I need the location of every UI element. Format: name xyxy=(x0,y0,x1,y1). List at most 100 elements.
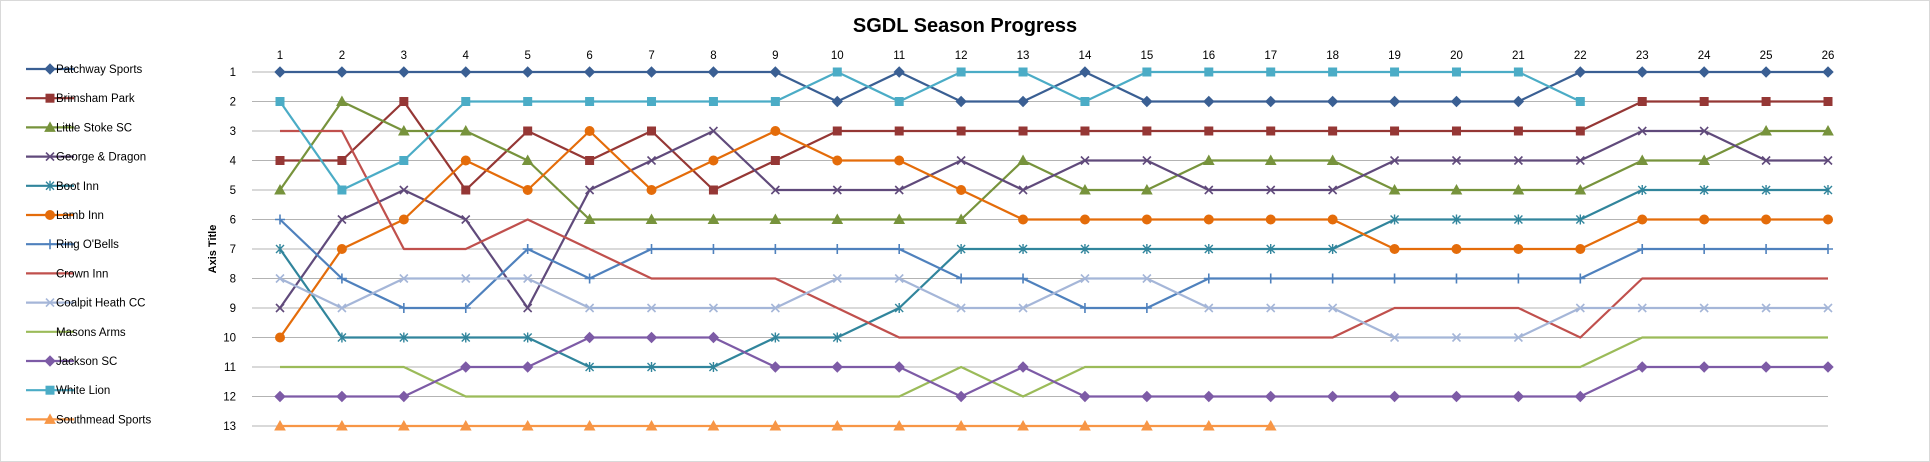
point-southmead-sports xyxy=(1017,419,1029,431)
point-coalpit-heath-cc xyxy=(1018,303,1028,313)
legend-marker xyxy=(45,298,55,308)
point-lamb-inn xyxy=(1823,214,1833,225)
point-boot-inn xyxy=(1513,214,1523,225)
y-axis-title: Axis Title xyxy=(207,225,219,274)
point-coalpit-heath-cc xyxy=(646,303,657,313)
point-boot-inn xyxy=(832,332,842,343)
series-line-white-lion xyxy=(279,70,1581,192)
point-lamb-inn xyxy=(1451,244,1462,254)
point-coalpit-heath-cc xyxy=(1142,273,1152,284)
legend-label: Patchway Sports xyxy=(56,64,143,76)
x-tick-label: 15 xyxy=(1140,50,1153,62)
legend-marker xyxy=(45,239,55,250)
point-jackson-sc xyxy=(1326,390,1339,403)
point-little-stoke-sc xyxy=(583,213,596,224)
point-ring-o-bells xyxy=(1575,273,1586,284)
point-boot-inn xyxy=(337,332,347,343)
y-tick-label: 11 xyxy=(224,362,236,374)
point-lamb-inn xyxy=(646,185,657,195)
point-george-dragon xyxy=(1575,155,1585,166)
point-george-dragon xyxy=(1761,155,1771,166)
point-patchway-sports xyxy=(583,66,596,78)
point-brimsham-park xyxy=(337,156,347,165)
point-brimsham-park xyxy=(523,126,533,136)
point-brimsham-park xyxy=(1080,126,1090,136)
x-tick-label: 12 xyxy=(955,50,968,62)
point-southmead-sports xyxy=(831,419,844,431)
y-tick-label: 2 xyxy=(230,97,236,109)
point-brimsham-park xyxy=(1204,126,1214,136)
point-george-dragon xyxy=(1451,155,1462,166)
point-white-lion xyxy=(770,97,780,106)
point-brimsham-park xyxy=(1513,126,1523,136)
series-line-crown-inn xyxy=(280,129,1828,339)
point-jackson-sc xyxy=(707,331,720,344)
point-white-lion xyxy=(1328,67,1338,77)
x-tick-label: 10 xyxy=(831,50,844,62)
y-tick-label: 7 xyxy=(230,244,236,256)
point-george-dragon xyxy=(708,126,719,136)
point-southmead-sports xyxy=(274,419,286,431)
legend-label: Coalpit Heath CC xyxy=(56,298,145,310)
point-brimsham-park xyxy=(832,126,842,136)
point-brimsham-park xyxy=(1637,97,1647,106)
point-patchway-sports xyxy=(1822,66,1834,78)
point-white-lion xyxy=(1390,67,1400,77)
point-jackson-sc xyxy=(1017,361,1029,373)
point-little-stoke-sc xyxy=(1326,154,1339,165)
point-little-stoke-sc xyxy=(336,95,348,106)
point-white-lion xyxy=(523,97,533,106)
x-tick-label: 14 xyxy=(1079,50,1092,62)
point-boot-inn xyxy=(1080,244,1090,254)
x-tick-label: 2 xyxy=(339,50,345,62)
point-little-stoke-sc xyxy=(1079,183,1091,195)
legend-label: White Lion xyxy=(56,385,110,397)
point-ring-o-bells xyxy=(1637,244,1648,254)
point-ring-o-bells xyxy=(1203,273,1214,284)
point-white-lion xyxy=(1575,97,1585,106)
point-lamb-inn xyxy=(522,185,533,195)
point-little-stoke-sc xyxy=(645,213,658,224)
point-white-lion xyxy=(585,97,595,106)
point-coalpit-heath-cc xyxy=(275,273,285,284)
series-line-boot-inn xyxy=(279,188,1828,369)
point-george-dragon xyxy=(585,185,595,195)
point-patchway-sports xyxy=(1760,66,1772,78)
x-tick-label: 23 xyxy=(1636,50,1649,62)
point-coalpit-heath-cc xyxy=(461,273,471,284)
point-coalpit-heath-cc xyxy=(894,273,904,284)
point-little-stoke-sc xyxy=(1822,124,1834,136)
point-patchway-sports xyxy=(1388,95,1401,108)
point-lamb-inn xyxy=(1079,214,1090,225)
y-tick-label: 10 xyxy=(223,333,236,345)
point-southmead-sports xyxy=(397,419,410,431)
point-coalpit-heath-cc xyxy=(708,303,719,313)
point-ring-o-bells xyxy=(708,244,719,254)
point-patchway-sports xyxy=(893,66,905,78)
point-white-lion xyxy=(1204,67,1214,77)
legend-item-lamb-inn: Lamb Inn xyxy=(26,210,104,222)
point-brimsham-park xyxy=(1018,126,1028,136)
chart-title: SGDL Season Progress xyxy=(853,15,1077,37)
point-brimsham-park xyxy=(1761,97,1771,106)
point-boot-inn xyxy=(1142,244,1152,254)
point-jackson-sc xyxy=(955,390,967,403)
legend-label: Brimsham Park xyxy=(56,93,135,105)
point-southmead-sports xyxy=(521,419,534,431)
point-little-stoke-sc xyxy=(521,154,534,165)
legend: Patchway Sports Brimsham Park Little Stoke… xyxy=(26,63,152,426)
legend-marker xyxy=(45,93,55,103)
point-southmead-sports xyxy=(769,419,782,431)
point-brimsham-park xyxy=(1266,126,1276,136)
legend-label: Masons Arms xyxy=(56,327,126,339)
point-jackson-sc xyxy=(1760,361,1772,373)
point-patchway-sports xyxy=(336,66,348,78)
point-white-lion xyxy=(337,185,347,195)
legend-marker xyxy=(45,210,55,220)
point-little-stoke-sc xyxy=(1698,154,1711,165)
point-patchway-sports xyxy=(1450,95,1463,108)
point-ring-o-bells xyxy=(336,273,347,284)
point-coalpit-heath-cc xyxy=(956,303,966,313)
point-little-stoke-sc xyxy=(397,124,410,136)
x-tick-label: 20 xyxy=(1450,50,1463,62)
